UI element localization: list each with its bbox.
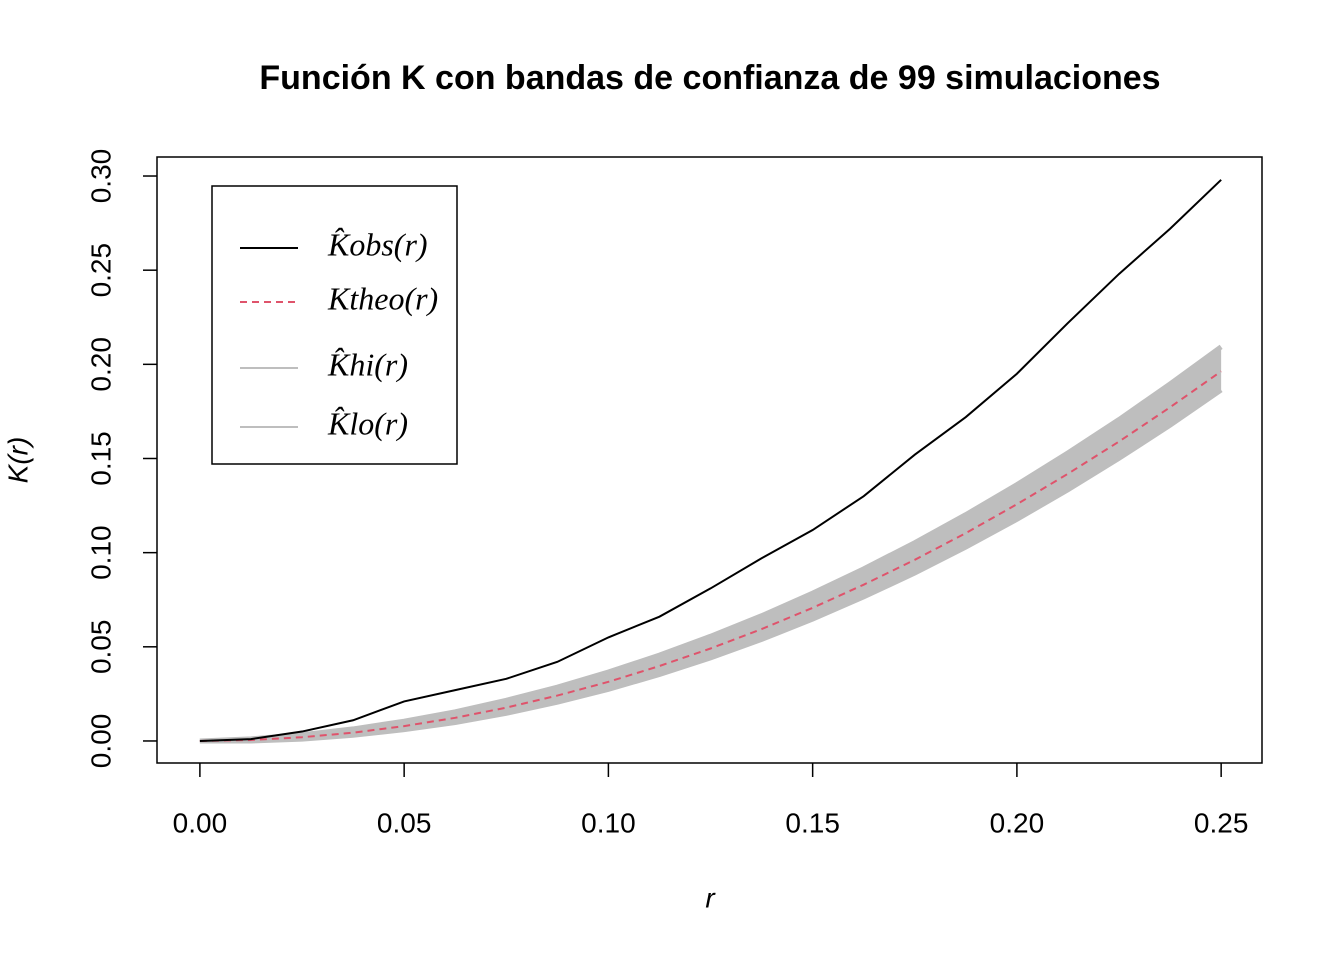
- x-tick-label: 0.15: [785, 807, 840, 838]
- plot-frame: [156, 156, 1263, 764]
- x-tick-label: 0.10: [581, 807, 636, 838]
- y-tick-label: 0.30: [85, 149, 116, 204]
- y-tick-label: 0.20: [85, 337, 116, 392]
- legend-label: Ktheo(r): [327, 280, 438, 316]
- y-axis-label: K(r): [2, 437, 33, 484]
- legend-label: K̂hi(r): [327, 346, 408, 382]
- series-line: [199, 370, 1222, 742]
- y-tick-label: 0.05: [85, 620, 116, 675]
- legend-label: K̂obs(r): [327, 226, 428, 262]
- y-tick-label: 0.15: [85, 431, 116, 486]
- y-tick-label: 0.10: [85, 525, 116, 580]
- series-line: [199, 344, 1223, 744]
- x-axis-label: r: [705, 882, 716, 913]
- legend-label: K̂lo(r): [327, 405, 408, 441]
- series-line: [199, 387, 1223, 744]
- x-tick-label: 0.20: [990, 807, 1045, 838]
- y-tick-label: 0.00: [85, 714, 116, 769]
- legend-box: [211, 185, 458, 465]
- x-tick-label: 0.25: [1194, 807, 1249, 838]
- x-tick-label: 0.00: [173, 807, 228, 838]
- chart-title: Función K con bandas de confianza de 99 …: [259, 59, 1160, 97]
- series-line: [199, 179, 1222, 742]
- x-tick-label: 0.05: [377, 807, 432, 838]
- y-tick-label: 0.25: [85, 243, 116, 298]
